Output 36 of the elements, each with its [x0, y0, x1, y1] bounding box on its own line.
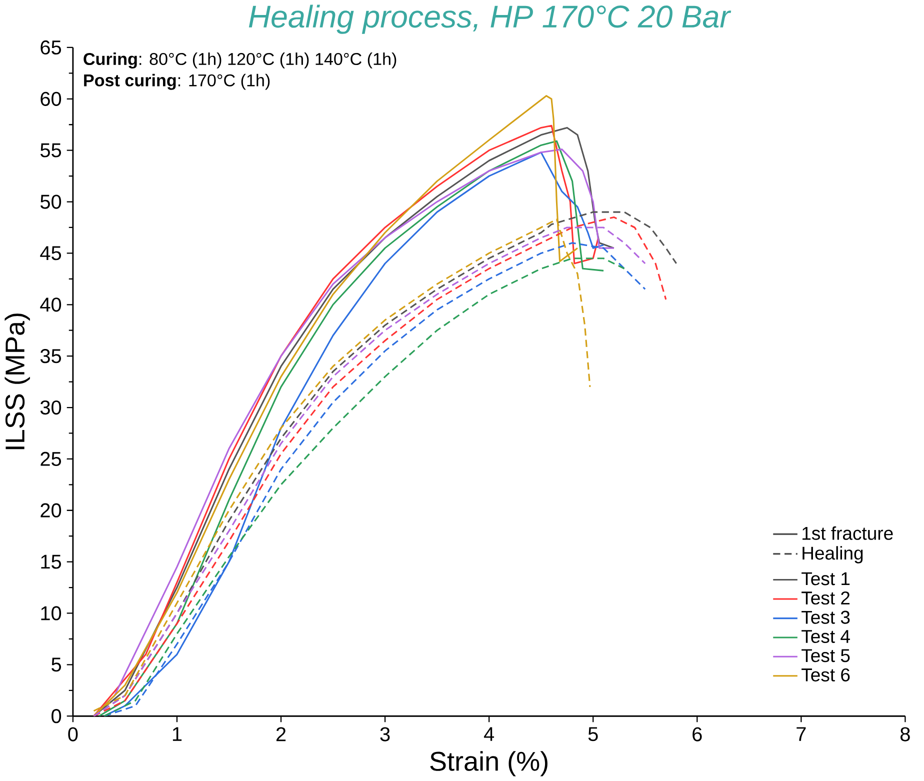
- y-tick-label: 55: [40, 143, 62, 158]
- y-tick-label: 35: [40, 349, 62, 364]
- x-axis-title: Strain (%): [430, 751, 548, 776]
- y-tick-label: 20: [40, 503, 62, 518]
- legend-label: Test 4: [802, 630, 850, 643]
- y-tick-label: 50: [40, 194, 62, 209]
- y-tick-label: 25: [40, 452, 62, 466]
- y-tick-label: 0: [52, 709, 62, 724]
- annotation: Healing: [802, 546, 863, 564]
- x-tick-label: 3: [380, 727, 390, 742]
- legend-label: Test 1: [802, 572, 850, 586]
- annotation: Post curing: 170°C (1h): [84, 74, 270, 90]
- y-axis-title: ILSS (MPa): [4, 314, 30, 450]
- y-tick-label: 15: [41, 554, 62, 569]
- y-tick-label: 5: [52, 658, 62, 672]
- legend-label: Test 3: [802, 610, 850, 624]
- y-tick-label: 40: [40, 298, 62, 312]
- x-tick-label: 7: [796, 727, 806, 741]
- y-tick-label: 60: [40, 92, 62, 106]
- annotation: Curing: 80°C (1h) 120°C (1h) 140°C (1h): [84, 52, 396, 69]
- y-tick-label: 30: [40, 400, 62, 415]
- x-tick-label: 4: [484, 727, 494, 741]
- x-tick-label: 2: [276, 727, 286, 742]
- y-tick-label: 10: [41, 606, 62, 620]
- x-tick-label: 6: [692, 727, 702, 742]
- y-tick-label: 45: [40, 246, 62, 260]
- legend-label: Test 6: [802, 668, 850, 682]
- chart-title: Healing process, HP 170°C 20 Bar: [248, 4, 732, 34]
- legend-label: Test 2: [802, 591, 850, 605]
- x-tick-label: 1: [172, 727, 182, 741]
- y-tick-label: 65: [40, 40, 62, 55]
- x-tick-label: 8: [900, 727, 910, 742]
- annotation: 1st fracture: [802, 526, 893, 540]
- legend-label: Test 5: [802, 649, 850, 662]
- x-tick-label: 5: [588, 727, 598, 742]
- x-tick-label: 0: [68, 727, 78, 742]
